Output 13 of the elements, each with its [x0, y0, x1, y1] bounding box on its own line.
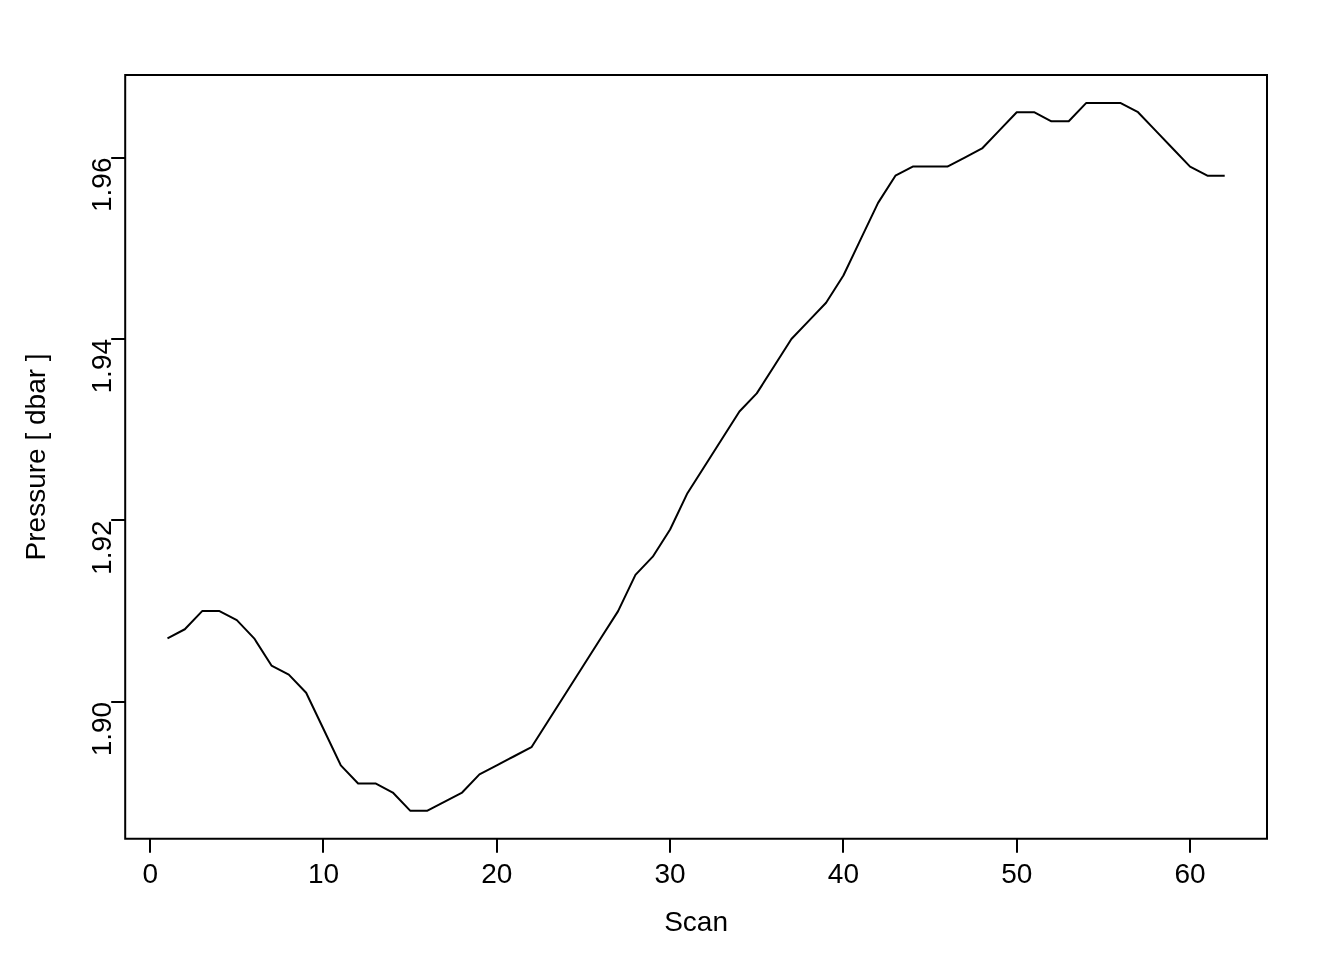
y-axis-title: Pressure [ dbar ]	[19, 353, 51, 561]
y-tick-label: 1.94	[85, 338, 117, 394]
x-tick-label: 10	[307, 858, 340, 890]
x-tick-label: 40	[827, 858, 859, 890]
x-axis-title: Scan	[664, 905, 729, 937]
x-tick-label: 20	[481, 858, 513, 890]
x-tick-label: 0	[142, 858, 158, 890]
y-tick-label: 1.92	[85, 520, 117, 575]
x-tick-label: 60	[1174, 858, 1206, 890]
x-tick-label: 50	[1001, 858, 1033, 890]
x-tick-label: 30	[654, 858, 686, 890]
y-tick-label: 1.90	[85, 701, 117, 757]
y-tick-label: 1.96	[85, 157, 117, 213]
